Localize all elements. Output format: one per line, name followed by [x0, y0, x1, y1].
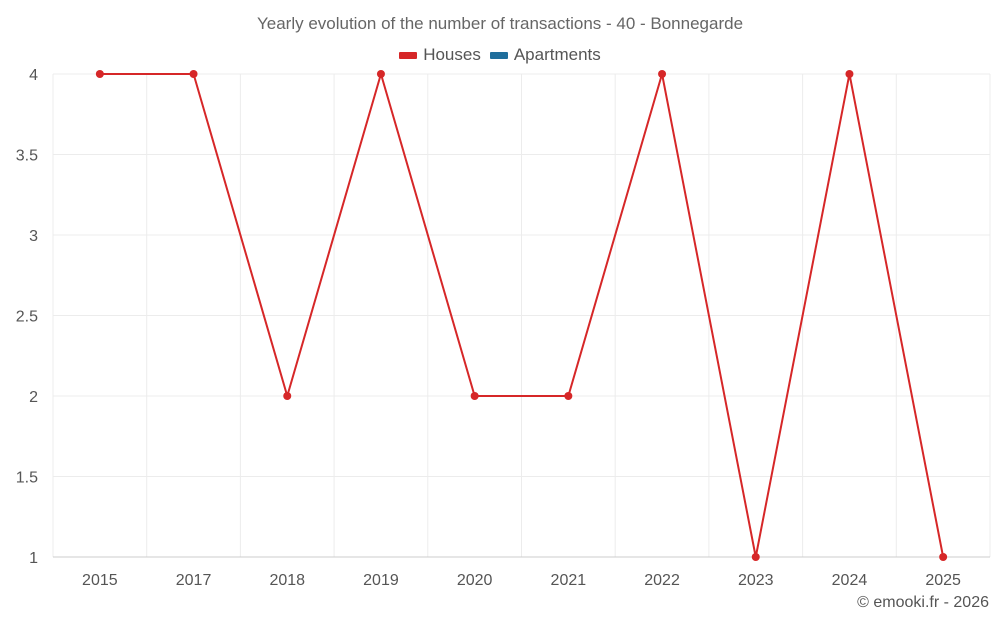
data-point-houses	[939, 553, 948, 561]
data-point-houses	[95, 70, 104, 78]
x-tick-label: 2023	[738, 572, 774, 589]
data-point-houses	[658, 70, 667, 78]
legend-label-houses: Houses	[423, 45, 481, 64]
x-tick-label: 2017	[176, 572, 212, 589]
y-tick-label: 1.5	[16, 470, 38, 487]
data-point-houses	[283, 392, 292, 400]
x-tick-label: 2024	[832, 572, 868, 589]
legend-label-apartments: Apartments	[513, 45, 601, 64]
y-tick-label: 2	[29, 389, 38, 406]
x-tick-label: 2019	[363, 572, 399, 589]
series-line-houses	[99, 73, 945, 558]
data-point-houses	[376, 70, 385, 78]
data-point-houses	[751, 553, 760, 561]
copyright-credit: © emooki.fr - 2026	[857, 594, 989, 611]
x-tick-label: 2022	[644, 572, 680, 589]
x-tick-label: 2020	[457, 572, 493, 589]
y-tick-label: 3	[29, 228, 38, 245]
y-tick-label: 2.5	[16, 309, 38, 326]
legend-swatch-houses	[399, 51, 418, 59]
data-point-houses	[564, 392, 573, 400]
y-tick-label: 3.5	[16, 148, 38, 165]
legend-item-apartments[interactable]: Apartments	[489, 45, 601, 65]
legend-item-houses[interactable]: Houses	[399, 45, 481, 65]
x-tick-label: 2018	[269, 572, 305, 589]
x-tick-label: 2021	[551, 572, 587, 589]
x-tick-label: 2025	[925, 572, 961, 589]
data-point-houses	[189, 70, 198, 78]
x-tick-label: 2015	[82, 572, 118, 589]
data-point-houses	[845, 70, 854, 78]
chart-legend: Houses Apartments	[0, 45, 1000, 65]
y-tick-label: 1	[29, 550, 38, 567]
y-tick-label: 4	[29, 67, 38, 84]
chart-title: Yearly evolution of the number of transa…	[256, 14, 744, 33]
data-point-houses	[470, 392, 479, 400]
legend-swatch-apartments	[489, 51, 508, 59]
